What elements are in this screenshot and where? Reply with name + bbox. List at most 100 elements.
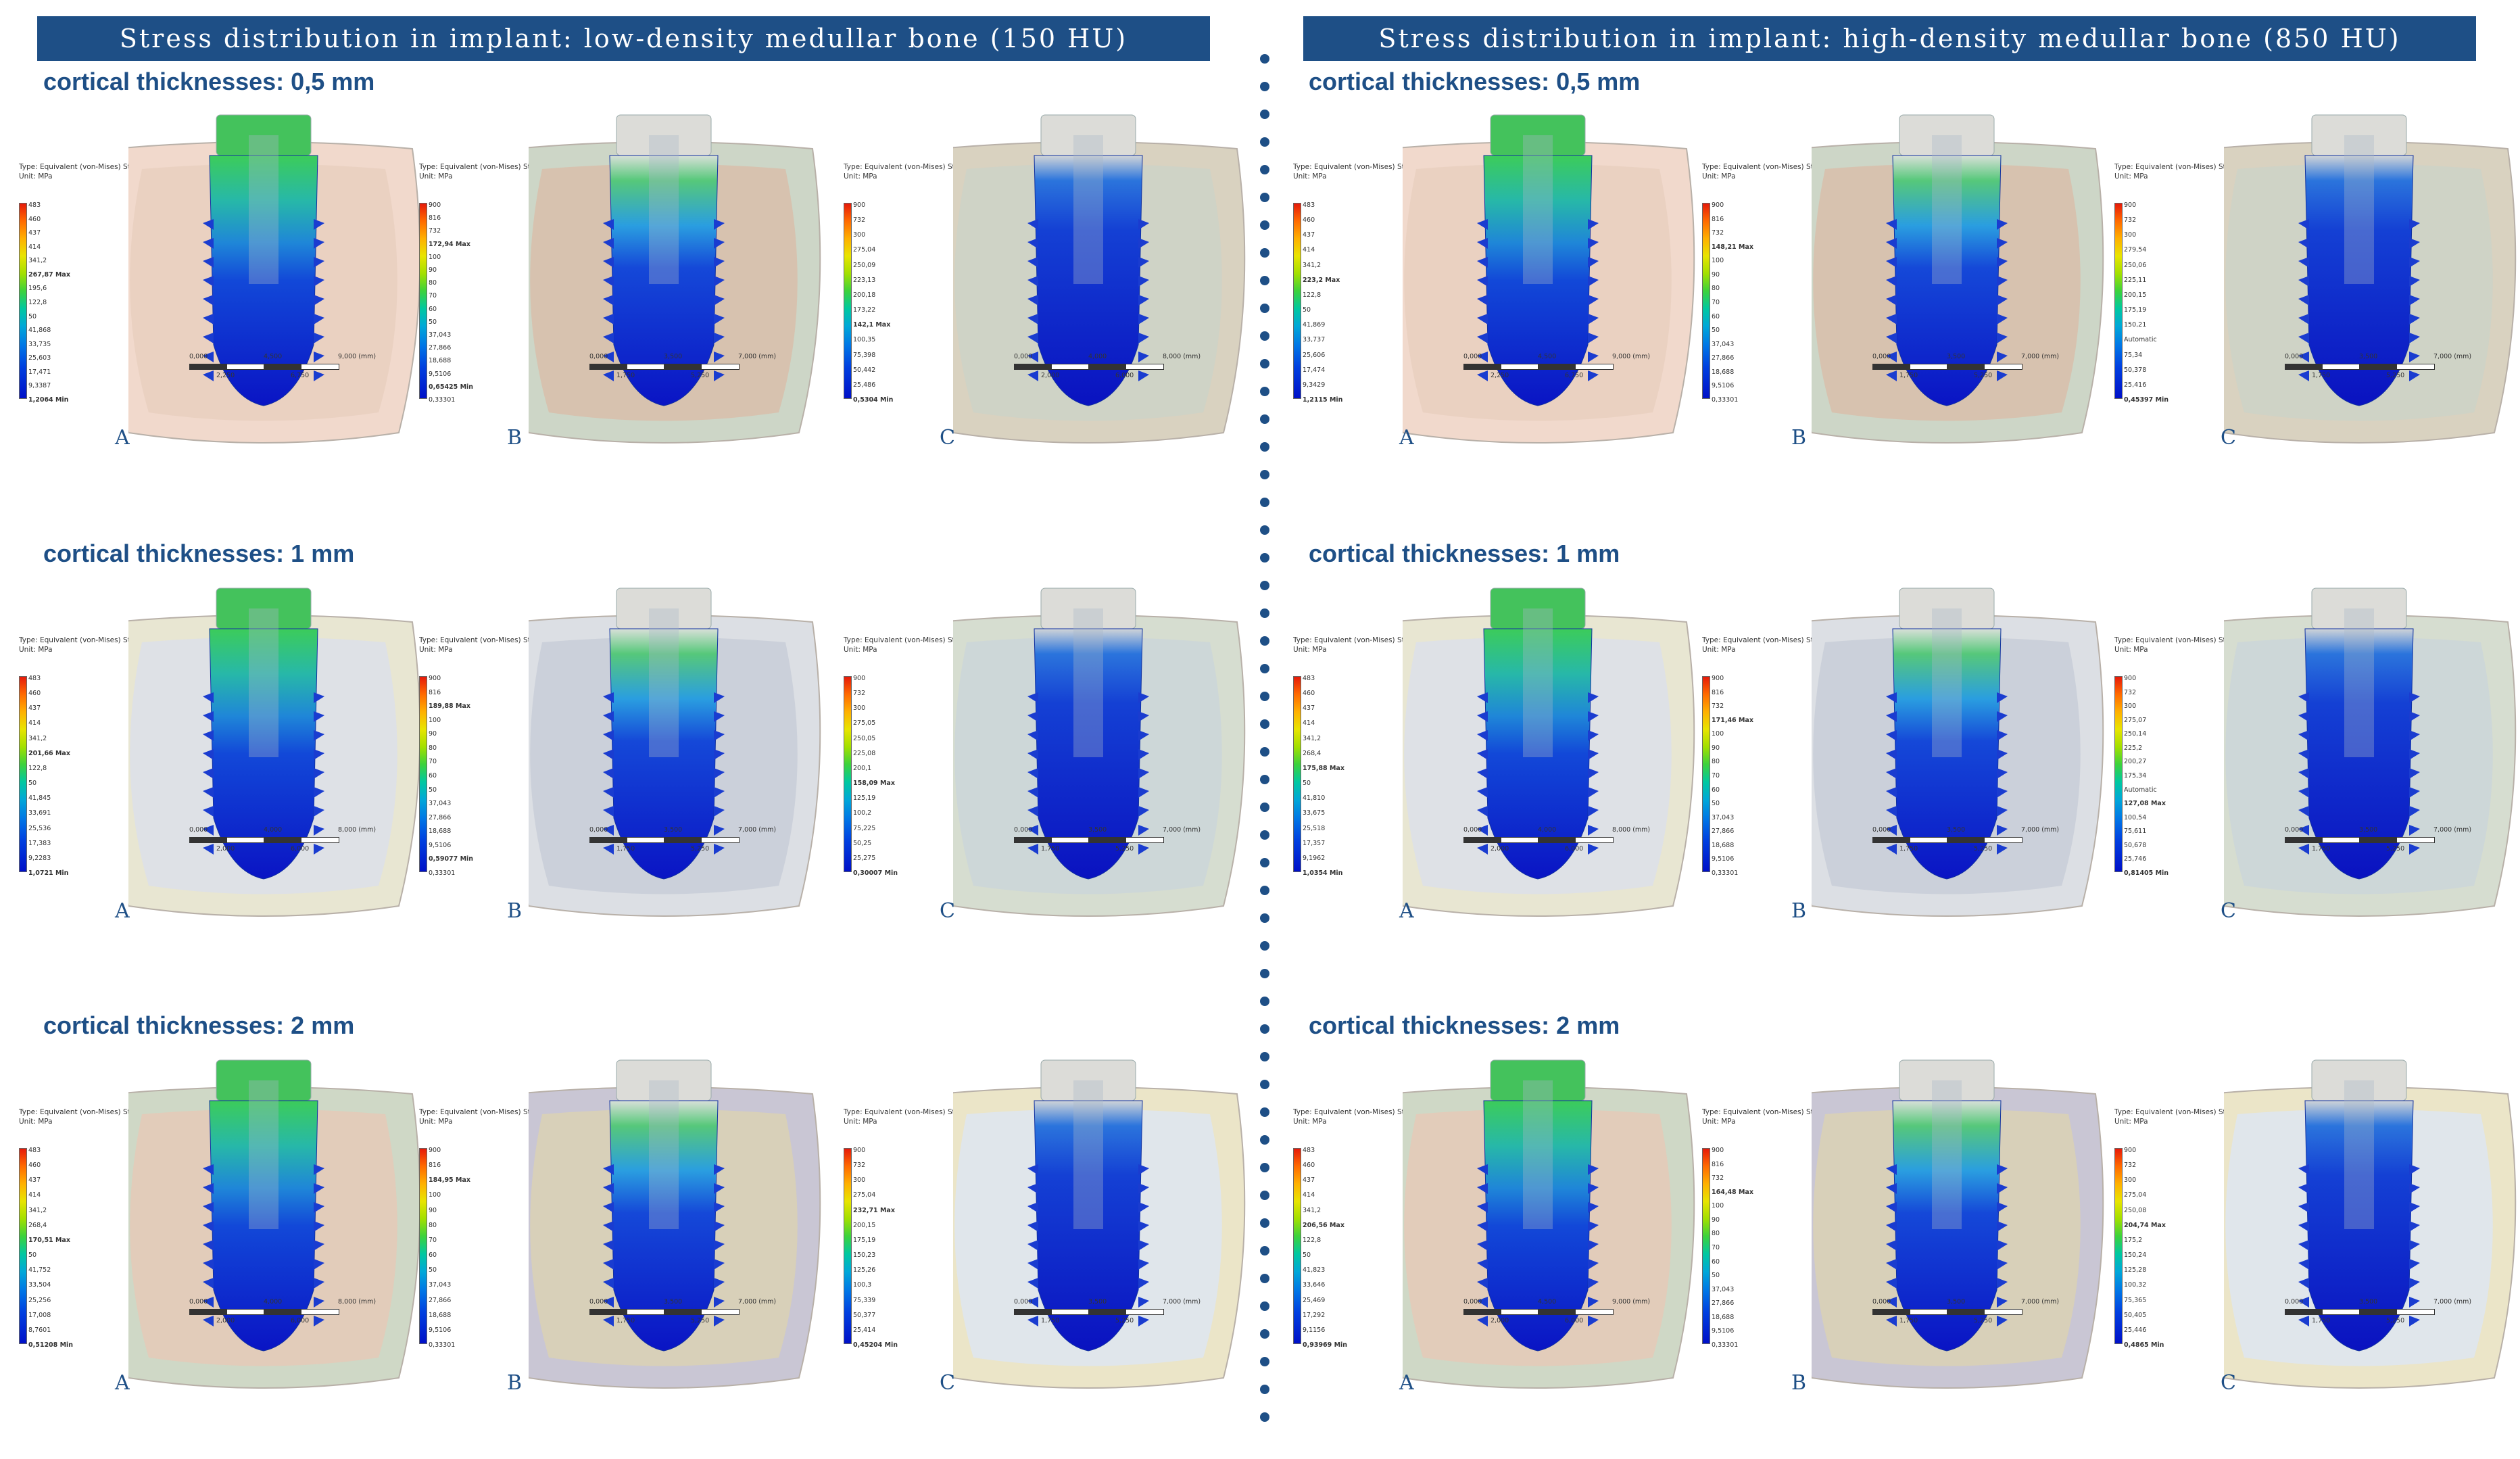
implant-thread xyxy=(203,1221,214,1232)
implant-thread xyxy=(1886,1316,1897,1326)
scale-segment xyxy=(1088,1309,1127,1315)
implant-thread xyxy=(1588,238,1599,249)
implant-thread xyxy=(1997,1202,2008,1213)
legend-tick: 732 xyxy=(853,216,866,224)
scale-segment xyxy=(627,1309,665,1315)
implant-thread xyxy=(2298,1316,2309,1326)
legend-tick: 158,09 Max xyxy=(853,780,895,788)
scale-label: 6,000 xyxy=(291,845,310,853)
legend-tick: 25,486 xyxy=(853,381,876,389)
implant-thread xyxy=(314,1202,324,1213)
scale-label: 5,250 xyxy=(2386,1317,2405,1324)
implant-thread xyxy=(2409,749,2420,760)
scale-segment xyxy=(2322,1309,2360,1315)
scale-segment xyxy=(1872,1309,1911,1315)
scale-label: 0,000 xyxy=(589,1298,608,1306)
divider-dot xyxy=(1260,470,1269,479)
legend-unit-label: Unit: MPa xyxy=(19,646,53,654)
implant-thread xyxy=(2409,730,2420,741)
implant-body xyxy=(2304,628,2414,880)
scale-bar: 0,000 3,500 7,000 (mm) 1,750 5,250 xyxy=(1872,1297,2059,1331)
implant-thread xyxy=(603,1297,614,1308)
divider-dot xyxy=(1260,830,1269,840)
legend-tick: 0,33301 xyxy=(1712,1341,1739,1349)
scale-label: 0,000 xyxy=(1463,1298,1482,1306)
implant-thread xyxy=(2409,1183,2420,1194)
legend-tick: 80 xyxy=(429,744,437,752)
scale-segment xyxy=(2359,364,2398,370)
divider-dot xyxy=(1260,220,1269,230)
screw-channel xyxy=(2344,1080,2374,1229)
scale-label: 7,000 (mm) xyxy=(2021,826,2060,834)
implant-thread xyxy=(603,1221,614,1232)
implant-thread xyxy=(2298,1240,2309,1251)
legend-type-label: Type: Equivalent (von-Mises) Stress xyxy=(844,1108,970,1116)
implant-thread xyxy=(603,1278,614,1289)
scale-label: 3,500 xyxy=(1947,353,1966,360)
legend-tick: 0,30007 Min xyxy=(853,869,898,877)
divider-dot xyxy=(1260,1246,1269,1255)
scale-label: 4,000 xyxy=(264,1298,283,1306)
scale-bar: 0,000 3,500 7,000 (mm) 1,750 5,250 xyxy=(2285,1297,2471,1331)
implant-thread xyxy=(2298,1259,2309,1270)
stress-legend: Type: Equivalent (von-Mises) Stress Unit:… xyxy=(2114,636,2250,879)
legend-tick: 0,33301 xyxy=(429,1341,456,1349)
divider-dot xyxy=(1260,664,1269,673)
implant-thread xyxy=(1588,1202,1599,1213)
legend-unit-label: Unit: MPa xyxy=(2114,646,2148,654)
legend-tick: 27,866 xyxy=(1712,828,1735,836)
implant-thread xyxy=(1027,1259,1038,1270)
legend-unit-label: Unit: MPa xyxy=(419,646,453,654)
scale-segment xyxy=(1125,837,1164,843)
implant-thread xyxy=(714,352,725,362)
legend-tick: 900 xyxy=(2124,1147,2137,1154)
legend-tick: 27,866 xyxy=(429,813,452,821)
divider-dot xyxy=(1260,525,1269,535)
scale-segment xyxy=(1014,364,1052,370)
scale-segment xyxy=(2396,364,2435,370)
scale-segment xyxy=(1984,1309,2022,1315)
stress-legend: Type: Equivalent (von-Mises) Stress Unit:… xyxy=(2114,162,2250,406)
divider-dot xyxy=(1260,1329,1269,1339)
screw-channel xyxy=(249,608,278,757)
legend-tick: 25,275 xyxy=(853,854,876,862)
implant-thread xyxy=(203,276,214,287)
divider-dot xyxy=(1260,692,1269,701)
implant-body xyxy=(1892,628,2002,880)
legend-tick: 0,45204 Min xyxy=(853,1341,898,1349)
scale-label: 6,000 xyxy=(1565,845,1584,853)
divider-dot xyxy=(1260,1385,1269,1394)
implant-thread xyxy=(1138,787,1149,798)
divider-dot xyxy=(1260,1024,1269,1034)
implant-body xyxy=(2304,155,2414,406)
implant-body xyxy=(609,628,719,880)
scale-segment xyxy=(189,364,228,370)
implant-thread xyxy=(314,1316,324,1326)
scale-bar: 0,000 3,500 7,000 (mm) 1,750 5,250 xyxy=(1014,1297,1201,1331)
implant-thread xyxy=(2409,1297,2420,1308)
implant-body xyxy=(209,1100,318,1352)
divider-dot xyxy=(1260,1274,1269,1283)
legend-unit-label: Unit: MPa xyxy=(844,646,877,654)
implant-body xyxy=(1034,628,1143,880)
scale-segment xyxy=(1538,1309,1576,1315)
legend-tick: 50 xyxy=(28,312,37,320)
implant-thread xyxy=(1886,1259,1897,1270)
divider-dot xyxy=(1260,193,1269,202)
legend-color-bar xyxy=(419,1148,427,1344)
implant-thread xyxy=(2298,1221,2309,1232)
implant-thread xyxy=(714,1221,725,1232)
scale-segment xyxy=(1125,1309,1164,1315)
legend-tick: 33,646 xyxy=(1303,1281,1326,1289)
scale-label: 1,750 xyxy=(2312,1317,2331,1324)
panel-r2c: Type: Equivalent (von-Mises) Stress Unit:… xyxy=(2109,568,2517,987)
legend-tick: 70 xyxy=(429,1236,437,1244)
legend-tick: 732 xyxy=(2124,688,2137,696)
legend-tick: 122,8 xyxy=(28,764,47,772)
legend-tick: 437 xyxy=(28,1176,41,1185)
scale-segment xyxy=(2285,364,2323,370)
legend-tick: 41,845 xyxy=(28,794,51,803)
implant-thread xyxy=(1588,1164,1599,1175)
implant-thread xyxy=(1886,333,1897,343)
panel-letter-b: B xyxy=(1791,899,1807,923)
